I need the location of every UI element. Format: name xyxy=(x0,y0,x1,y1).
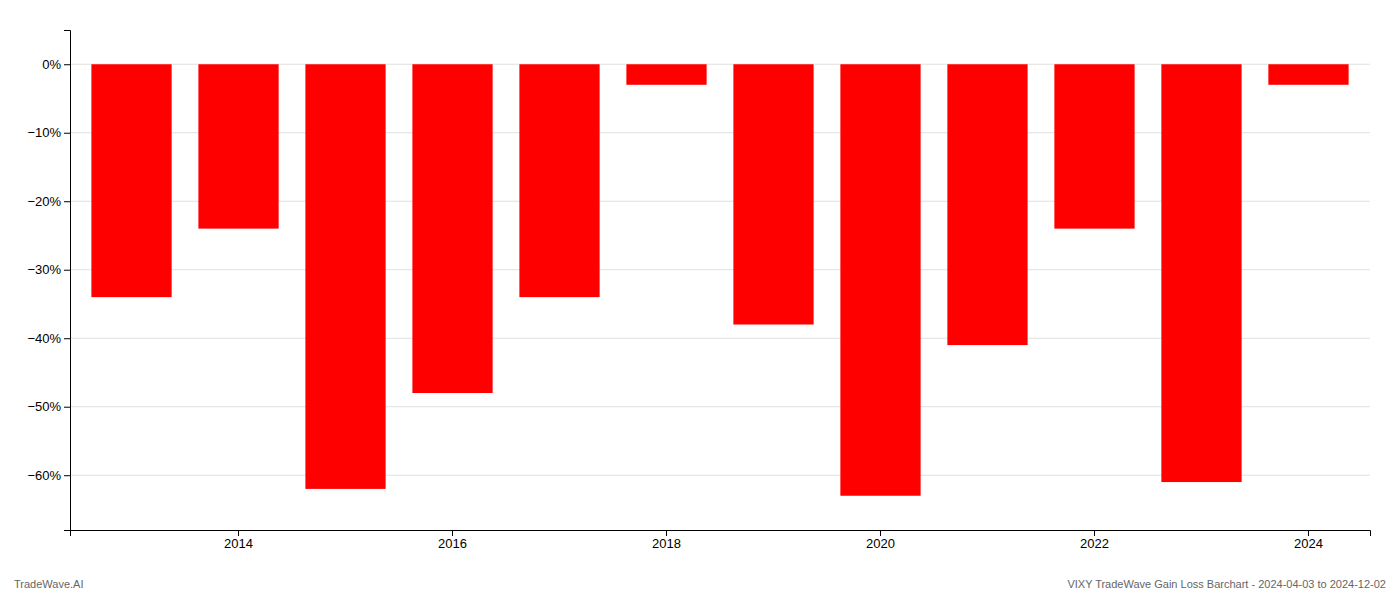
bar xyxy=(1268,64,1348,85)
x-tick: 2022 xyxy=(1080,530,1109,551)
y-tick: 0% xyxy=(42,57,70,72)
x-tick: 2018 xyxy=(652,530,681,551)
y-tick-label: −40% xyxy=(27,331,61,346)
x-tick: 2020 xyxy=(866,530,895,551)
bar xyxy=(1054,64,1134,228)
bars xyxy=(91,64,1348,496)
y-axis-line xyxy=(64,31,71,531)
bar xyxy=(947,64,1027,345)
y-tick: −50% xyxy=(27,399,70,414)
x-tick-label: 2018 xyxy=(652,536,681,551)
x-tick-mark xyxy=(1308,530,1309,536)
x-tick: 2016 xyxy=(438,530,467,551)
x-tick-mark xyxy=(666,530,667,536)
bar xyxy=(733,64,813,324)
chart: 0%−10%−20%−30%−40%−50%−60%20142016201820… xyxy=(0,0,1400,600)
x-axis-line xyxy=(71,531,1371,537)
x-tick-mark xyxy=(238,530,239,536)
bar xyxy=(198,64,278,228)
y-tick-label: −60% xyxy=(27,468,61,483)
plot: 0%−10%−20%−30%−40%−50%−60%20142016201820… xyxy=(27,31,1370,552)
x-tick: 2024 xyxy=(1294,530,1323,551)
x-tick-label: 2024 xyxy=(1294,536,1323,551)
y-tick-mark xyxy=(64,475,70,476)
y-tick-mark xyxy=(64,407,70,408)
y-tick-mark xyxy=(64,133,70,134)
x-tick-label: 2016 xyxy=(438,536,467,551)
footer-left: TradeWave.AI xyxy=(14,578,84,590)
y-tick: −10% xyxy=(27,125,70,140)
bar xyxy=(91,64,171,297)
bar xyxy=(1161,64,1241,482)
bar xyxy=(412,64,492,393)
y-tick: −20% xyxy=(27,194,70,209)
footer-right: VIXY TradeWave Gain Loss Barchart - 2024… xyxy=(1067,578,1386,590)
x-axis: 2014 2016 2018 2020 2022 2024 xyxy=(71,530,1371,551)
y-tick: −30% xyxy=(27,262,70,277)
bar xyxy=(305,64,385,489)
bar xyxy=(626,64,706,85)
y-axis: 0% −10% −20% −30% −40% −50% −60% xyxy=(27,31,70,531)
x-tick-mark xyxy=(880,530,881,536)
x-tick-mark xyxy=(452,530,453,536)
x-tick-label: 2022 xyxy=(1080,536,1109,551)
y-tick-label: −10% xyxy=(27,125,61,140)
y-tick-label: 0% xyxy=(42,57,61,72)
x-tick: 2014 xyxy=(224,530,253,551)
x-tick-label: 2014 xyxy=(224,536,253,551)
y-tick-label: −50% xyxy=(27,399,61,414)
x-tick-mark xyxy=(1094,530,1095,536)
x-tick-label: 2020 xyxy=(866,536,895,551)
bar xyxy=(840,64,920,496)
y-tick-mark xyxy=(64,338,70,339)
bar xyxy=(519,64,599,297)
y-tick-mark xyxy=(64,201,70,202)
y-tick-mark xyxy=(64,64,70,65)
y-tick-mark xyxy=(64,270,70,271)
y-tick: −60% xyxy=(27,468,70,483)
y-tick-label: −20% xyxy=(27,194,61,209)
y-tick: −40% xyxy=(27,331,70,346)
y-tick-label: −30% xyxy=(27,262,61,277)
